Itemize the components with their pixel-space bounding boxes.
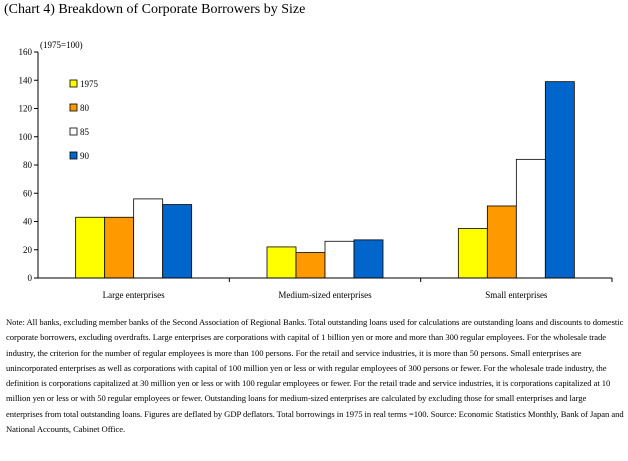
bar-85-1 (324, 240, 355, 279)
bar-85-2 (515, 158, 546, 279)
x-tick-label: Small enterprises (485, 290, 548, 300)
legend: 1975 80 85 90 (69, 79, 99, 161)
y-tick-label: 120 (19, 104, 33, 114)
bar-1975-1 (266, 246, 297, 279)
y-tick-label: 0 (28, 273, 33, 283)
y-tick-label: 100 (19, 132, 33, 142)
y-tick-label: 140 (19, 75, 33, 85)
bar-90-1 (353, 239, 384, 279)
y-tick-label: 80 (23, 160, 33, 170)
x-tick-label: Medium-sized enterprises (278, 290, 372, 300)
y-tick-label: 60 (23, 188, 33, 198)
legend-swatch-80 (69, 103, 78, 112)
legend-swatch-90 (69, 151, 78, 160)
bar-1975-2 (457, 228, 488, 279)
bar-80-1 (295, 252, 326, 279)
bar-80-0 (104, 216, 135, 279)
chart-title: (Chart 4) Breakdown of Corporate Borrowe… (4, 2, 306, 17)
legend-swatch-1975 (69, 79, 78, 88)
legend-label-85: 85 (80, 127, 90, 137)
y-tick-label: 40 (23, 217, 33, 227)
bars-group (75, 81, 575, 279)
legend-swatch-85 (69, 127, 78, 136)
bar-90-0 (162, 204, 193, 279)
legend-label-80: 80 (80, 103, 90, 113)
legend-label-1975: 1975 (80, 79, 99, 89)
legend-label-90: 90 (80, 151, 90, 161)
bar-80-2 (486, 205, 517, 279)
bar-90-2 (544, 81, 575, 279)
y-axis-label: (1975=100) (40, 40, 83, 50)
x-axis: Large enterprises Medium-sized enterprise… (38, 277, 613, 300)
bar-chart: (1975=100) 0 20 40 60 80 100 120 140 160 Large e… (19, 40, 613, 300)
bar-85-0 (133, 198, 164, 279)
y-axis: 0 20 40 60 80 100 120 140 160 (19, 47, 39, 283)
y-tick-label: 160 (19, 47, 33, 57)
chart-note: Note: All banks, excluding member banks … (6, 317, 624, 435)
y-tick-label: 20 (23, 245, 33, 255)
bar-1975-0 (75, 216, 106, 279)
x-tick-label: Large enterprises (103, 290, 166, 300)
